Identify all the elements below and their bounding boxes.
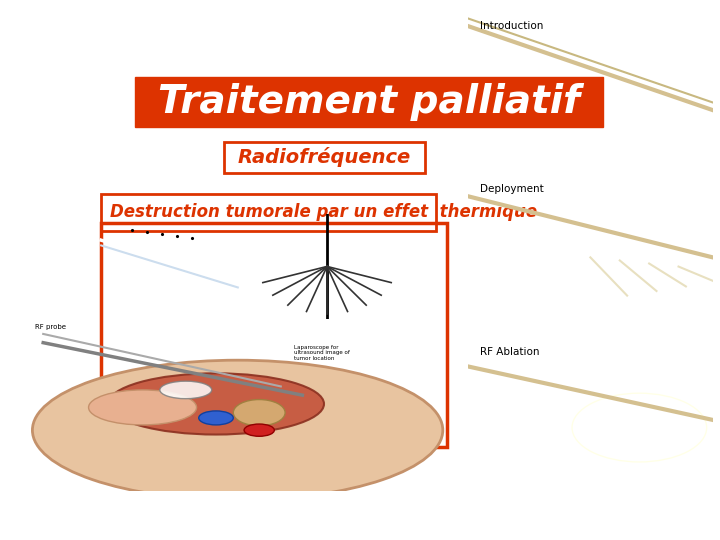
Ellipse shape bbox=[160, 381, 212, 399]
Ellipse shape bbox=[572, 393, 707, 462]
FancyBboxPatch shape bbox=[101, 194, 436, 231]
Ellipse shape bbox=[108, 373, 324, 435]
Text: Destruction tumorale par un effet  thermique: Destruction tumorale par un effet thermi… bbox=[109, 204, 536, 221]
Ellipse shape bbox=[233, 400, 285, 426]
Text: RF probe: RF probe bbox=[35, 323, 66, 330]
Text: RF Ablation: RF Ablation bbox=[480, 347, 540, 356]
Text: Traitement palliatif: Traitement palliatif bbox=[158, 83, 580, 121]
Text: Radiofréquence: Radiofréquence bbox=[238, 147, 411, 167]
Text: Deployment: Deployment bbox=[480, 184, 544, 194]
Text: Introduction: Introduction bbox=[480, 22, 544, 31]
Circle shape bbox=[244, 424, 274, 436]
FancyBboxPatch shape bbox=[135, 77, 603, 127]
Circle shape bbox=[199, 411, 233, 425]
Text: Laparoscope for
ultrasound image of
tumor location: Laparoscope for ultrasound image of tumo… bbox=[294, 345, 350, 361]
Ellipse shape bbox=[89, 390, 197, 425]
FancyBboxPatch shape bbox=[224, 141, 425, 173]
Ellipse shape bbox=[32, 360, 443, 500]
